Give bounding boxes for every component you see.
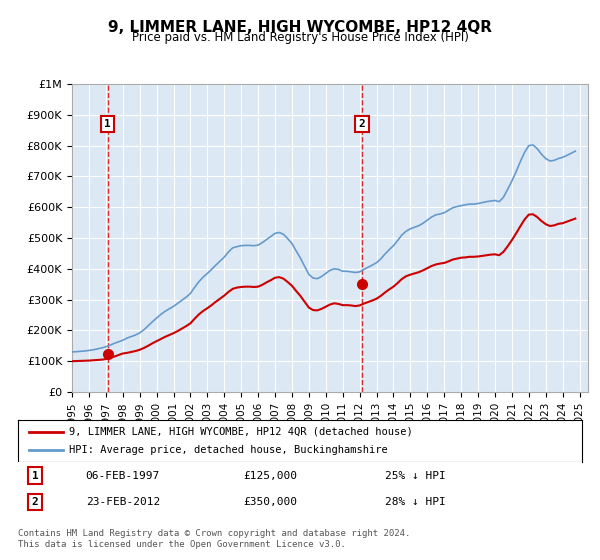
Text: Contains HM Land Registry data © Crown copyright and database right 2024.
This d: Contains HM Land Registry data © Crown c… <box>18 529 410 549</box>
Text: 2: 2 <box>32 497 38 507</box>
Text: 25% ↓ HPI: 25% ↓ HPI <box>385 470 445 480</box>
Text: 9, LIMMER LANE, HIGH WYCOMBE, HP12 4QR (detached house): 9, LIMMER LANE, HIGH WYCOMBE, HP12 4QR (… <box>69 427 413 437</box>
Text: 1: 1 <box>32 470 38 480</box>
Text: 9, LIMMER LANE, HIGH WYCOMBE, HP12 4QR: 9, LIMMER LANE, HIGH WYCOMBE, HP12 4QR <box>108 20 492 35</box>
Text: 1: 1 <box>104 119 111 129</box>
Text: Price paid vs. HM Land Registry's House Price Index (HPI): Price paid vs. HM Land Registry's House … <box>131 31 469 44</box>
Text: £125,000: £125,000 <box>244 470 298 480</box>
Text: HPI: Average price, detached house, Buckinghamshire: HPI: Average price, detached house, Buck… <box>69 445 388 455</box>
Text: 28% ↓ HPI: 28% ↓ HPI <box>385 497 445 507</box>
Text: £350,000: £350,000 <box>244 497 298 507</box>
Text: 2: 2 <box>359 119 365 129</box>
Text: 06-FEB-1997: 06-FEB-1997 <box>86 470 160 480</box>
Text: 23-FEB-2012: 23-FEB-2012 <box>86 497 160 507</box>
